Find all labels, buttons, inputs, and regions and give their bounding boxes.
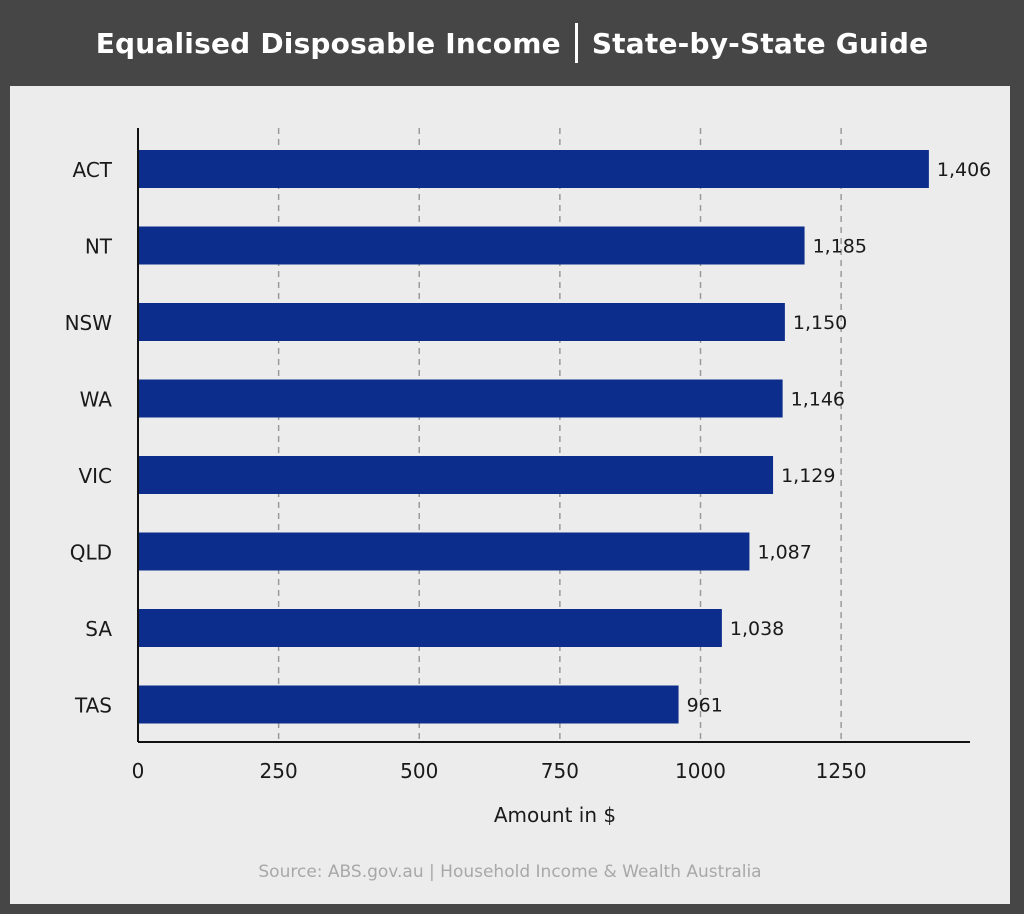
category-label: SA [85, 617, 112, 641]
bar-value-label: 1,087 [757, 542, 811, 564]
x-tick-label: 750 [541, 759, 579, 783]
x-axis-title: Amount in $ [494, 803, 616, 827]
x-tick-label: 250 [260, 759, 298, 783]
x-tick-label: 1000 [675, 759, 726, 783]
category-label: TAS [74, 694, 112, 718]
bar [138, 532, 750, 571]
bar [138, 303, 785, 341]
x-tick-label: 1250 [816, 759, 867, 783]
bar-value-label: 961 [687, 695, 723, 717]
bar-value-label: 1,150 [793, 312, 847, 334]
category-label: QLD [70, 541, 112, 565]
x-tick-label: 0 [132, 759, 145, 783]
bar [138, 226, 805, 265]
bar-value-label: 1,406 [937, 159, 991, 181]
source-note: Source: ABS.gov.au | Household Income & … [258, 862, 762, 882]
bar-value-label: 1,185 [813, 236, 867, 258]
title-left: Equalised Disposable Income [95, 26, 561, 60]
chart-header: Equalised Disposable Income State-by-Sta… [0, 0, 1024, 86]
bar [138, 150, 929, 188]
category-label: WA [80, 388, 113, 412]
bar-value-label: 1,129 [781, 465, 835, 487]
title-right: State-by-State Guide [591, 26, 929, 60]
x-tick-label: 500 [400, 759, 438, 783]
bar-value-label: 1,146 [791, 389, 845, 411]
category-label: VIC [78, 464, 112, 488]
category-label: ACT [72, 158, 112, 182]
bar [138, 609, 722, 647]
chart-panel [10, 86, 1010, 904]
bar [138, 456, 774, 494]
bar [138, 379, 783, 418]
category-label: NT [85, 235, 113, 259]
bar-value-label: 1,038 [730, 618, 784, 640]
title-separator [574, 23, 578, 63]
bar [138, 685, 679, 724]
category-label: NSW [65, 311, 113, 335]
